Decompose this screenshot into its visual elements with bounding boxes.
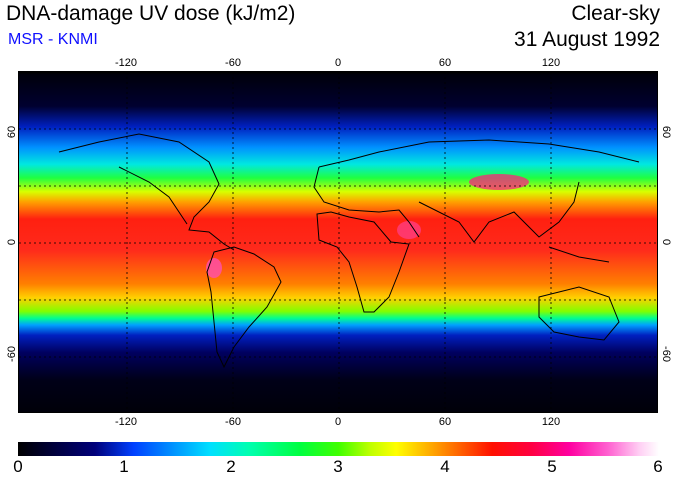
color-scale-label: 4 — [440, 457, 450, 476]
color-scale-bar — [18, 442, 659, 456]
lon-tick-top: -120 — [114, 57, 138, 69]
lon-tick-bottom: 60 — [438, 416, 452, 428]
date-label: 31 August 1992 — [514, 28, 660, 51]
color-scale-label: 0 — [13, 457, 23, 476]
lon-tick-top: -60 — [225, 57, 241, 69]
uv-dose-map — [18, 71, 658, 413]
lat-tick-right: -60 — [660, 346, 672, 362]
lat-tick-right: 0 — [660, 238, 672, 246]
sky-condition-label: Clear-sky — [571, 2, 660, 25]
lat-tick-left: 0 — [6, 238, 18, 246]
lon-tick-top: 0 — [334, 57, 342, 69]
lat-tick-right: 60 — [660, 125, 672, 139]
lon-tick-bottom: 120 — [541, 416, 561, 428]
lon-tick-bottom: 0 — [334, 416, 342, 428]
map-title: DNA-damage UV dose (kJ/m2) — [6, 2, 296, 25]
lon-tick-top: 120 — [541, 57, 561, 69]
color-scale-label: 5 — [547, 457, 557, 476]
lat-tick-left: -60 — [6, 346, 18, 362]
lon-tick-top: 60 — [438, 57, 452, 69]
lon-tick-bottom: -60 — [225, 416, 241, 428]
color-scale-label: 6 — [653, 457, 663, 476]
uv-dose-map-graphic — [19, 72, 657, 412]
color-scale-label: 3 — [333, 457, 343, 476]
color-scale-label: 1 — [119, 457, 129, 476]
lat-tick-left: 60 — [6, 125, 18, 139]
color-scale-label: 2 — [226, 457, 236, 476]
source-label: MSR - KNMI — [8, 31, 98, 48]
lon-tick-bottom: -120 — [114, 416, 138, 428]
